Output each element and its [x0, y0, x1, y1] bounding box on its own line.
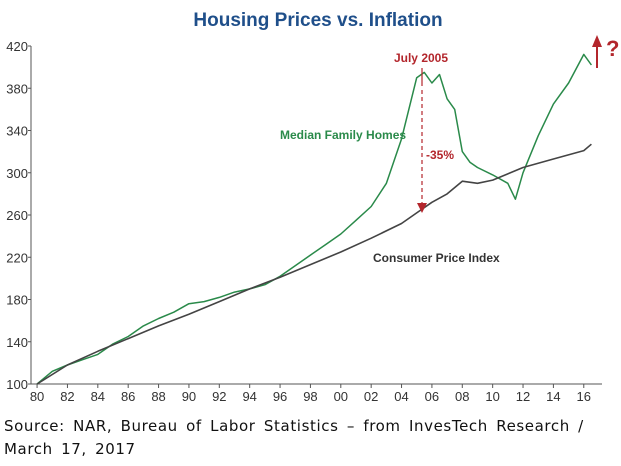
- x-tick-label: 06: [425, 389, 439, 404]
- x-tick-label: 84: [91, 389, 105, 404]
- y-tick-label: 220: [6, 250, 28, 265]
- y-tick-label: 260: [6, 208, 28, 223]
- chart-title: Housing Prices vs. Inflation: [193, 10, 442, 31]
- series-line-median-family-homes: [36, 53, 593, 385]
- y-axis: 100 140 180 220 260 300 340 380 420: [6, 39, 32, 392]
- x-tick-label: 92: [212, 389, 226, 404]
- x-tick-label: 08: [455, 389, 469, 404]
- x-tick-label: 88: [151, 389, 165, 404]
- x-tick-label: 96: [273, 389, 287, 404]
- source-caption: Source: NAR, Bureau of Labor Statistics …: [4, 417, 584, 458]
- x-tick-label: 98: [303, 389, 317, 404]
- series-line-consumer-price-index: [36, 143, 592, 385]
- x-tick-label: 90: [182, 389, 196, 404]
- series-label-cpi: Consumer Price Index: [373, 251, 500, 265]
- housing-vs-inflation-chart: Housing Prices vs. Inflation 100 140 180 22…: [6, 10, 619, 404]
- y-tick-label: 300: [6, 166, 28, 181]
- x-tick-label: 04: [394, 389, 408, 404]
- x-tick-label: 86: [121, 389, 135, 404]
- y-tick-label: 340: [6, 124, 28, 139]
- y-tick-label: 140: [6, 335, 28, 350]
- y-tick-label: 380: [6, 81, 28, 96]
- y-tick-label: 180: [6, 293, 28, 308]
- y-tick-label: 420: [6, 39, 28, 54]
- series-labels: Median Family Homes Consumer Price Index: [280, 128, 500, 265]
- x-tick-label: 10: [485, 389, 499, 404]
- x-tick-label: 16: [577, 389, 591, 404]
- decline-arrow-head: [417, 203, 427, 213]
- x-tick-label: 00: [334, 389, 348, 404]
- up-arrow-head: [592, 35, 602, 47]
- x-tick-label: 02: [364, 389, 378, 404]
- y-tick-label: 100: [6, 377, 28, 392]
- series-layer: [36, 53, 593, 385]
- question-mark: ?: [606, 36, 619, 61]
- annotations: July 2005 -35% ?: [394, 35, 619, 213]
- series-label-homes: Median Family Homes: [280, 128, 406, 142]
- peak-annotation: July 2005: [394, 51, 448, 65]
- x-tick-label: 94: [242, 389, 256, 404]
- x-tick-label: 80: [30, 389, 44, 404]
- x-tick-label: 12: [516, 389, 530, 404]
- x-tick-label: 14: [546, 389, 560, 404]
- x-axis: 80 82 84 86 88 90 92 94 96 98 00 02 04 06 08 10 12 14 16: [30, 383, 602, 404]
- x-tick-label: 82: [60, 389, 74, 404]
- decline-percent-label: -35%: [426, 148, 454, 162]
